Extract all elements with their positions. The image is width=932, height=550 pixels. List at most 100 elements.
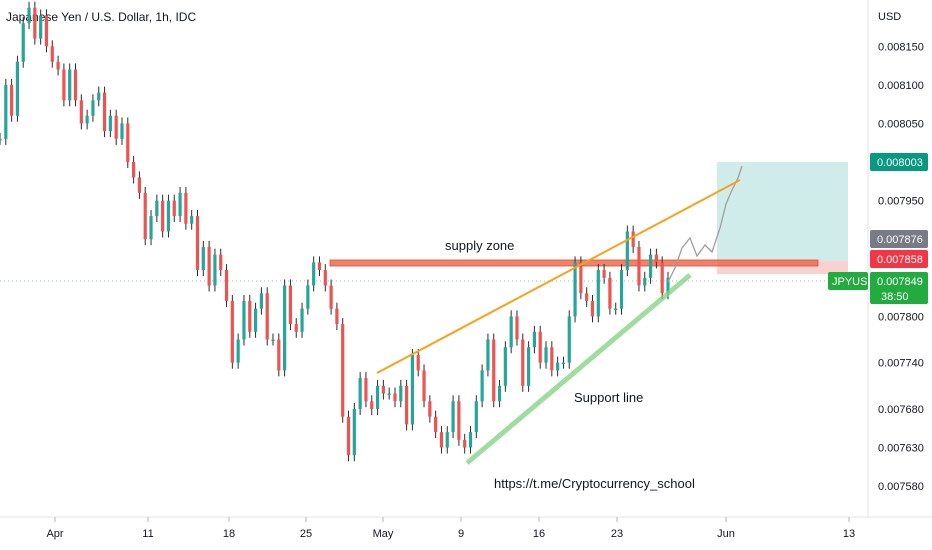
candle-body [561, 362, 566, 365]
candle-body [120, 123, 124, 139]
candle-body [393, 393, 397, 402]
candle-body [97, 92, 101, 101]
candle-body [143, 192, 147, 240]
candle-body [288, 285, 293, 325]
candle-body [294, 324, 298, 332]
candle-body [248, 300, 252, 332]
candle-body [126, 123, 130, 163]
candle-body [625, 231, 629, 271]
candle-body [219, 254, 223, 271]
x-tick-label: 11 [142, 528, 153, 540]
candle-body [259, 293, 263, 309]
candle-body [405, 385, 409, 425]
candle-body [567, 316, 571, 363]
support-trendline[interactable] [465, 273, 692, 465]
candle-body [0, 138, 2, 141]
time-axis[interactable]: Apr 11 18 25 May 9 16 23 Jun 13 [0, 516, 932, 540]
y-tick-label: 0.007680 [878, 404, 924, 416]
last-price-tag: 0.007849 38:50 [870, 272, 928, 304]
currency-label: USD [878, 11, 901, 23]
entry-price-tag: 0.007876 [870, 230, 928, 248]
link-text[interactable]: https://t.me/Cryptocurrency_school [494, 476, 695, 491]
price-axis[interactable]: USD 0.008150 0.008100 0.008050 0.007950 0.00… [867, 0, 924, 517]
candle-body [149, 216, 153, 240]
candle-body [410, 354, 415, 425]
svg-text:0.007858: 0.007858 [877, 254, 923, 266]
x-tick-label: 16 [533, 528, 545, 540]
candle-body [457, 401, 461, 440]
x-tick-label: 18 [223, 528, 235, 540]
candle-body [648, 254, 653, 278]
candle-body [381, 385, 385, 394]
candle-body [62, 69, 66, 101]
candle-body [236, 339, 240, 363]
candle-body [166, 200, 171, 232]
candle-body [172, 200, 176, 217]
candle-body [480, 370, 484, 402]
y-tick-label: 0.008150 [878, 41, 924, 53]
candle-body [161, 200, 165, 232]
price-series [0, 1, 670, 462]
candle-body [416, 354, 420, 371]
candle-body [33, 7, 37, 39]
candle-body [544, 347, 548, 363]
candle-body [515, 316, 519, 340]
candle-body [619, 270, 624, 309]
target-zone[interactable] [717, 162, 848, 261]
candle-body [643, 277, 647, 286]
projection-path [667, 165, 743, 283]
candle-body [503, 347, 507, 386]
svg-text:0.008003: 0.008003 [877, 157, 923, 169]
candle-body [468, 432, 473, 448]
candle-body [306, 285, 310, 309]
resistance-trendline[interactable] [376, 179, 741, 374]
candle-body [590, 300, 595, 317]
candle-body [27, 7, 31, 24]
candle-body [44, 15, 49, 47]
candle-body [399, 385, 403, 402]
svg-text:0.007876: 0.007876 [877, 234, 923, 246]
candle-body [50, 46, 54, 62]
candle-body [207, 246, 211, 286]
candle-body [556, 362, 560, 371]
candle-body [56, 61, 60, 70]
y-tick-label: 0.007630 [878, 443, 924, 455]
candle-body [21, 23, 25, 62]
candle-body [178, 192, 182, 217]
candle-body [637, 246, 641, 286]
candle-body [91, 100, 95, 116]
svg-text:0.007849: 0.007849 [877, 276, 923, 288]
candle-body [132, 162, 136, 178]
candle-body [631, 231, 635, 247]
candle-body [509, 316, 513, 348]
candle-body [497, 385, 502, 402]
candle-body [114, 115, 118, 139]
y-tick-label: 0.007580 [878, 481, 924, 493]
chart-title: Japanese Yen / U.S. Dollar, 1h, IDC [6, 10, 197, 24]
candle-body [445, 432, 449, 448]
candle-body [666, 277, 670, 294]
candle-body [323, 270, 327, 286]
candle-body [329, 285, 333, 309]
candle-body [4, 84, 8, 139]
candle-body [253, 308, 258, 332]
candle-body [317, 262, 322, 271]
candle-body [73, 69, 78, 101]
candle-body [79, 100, 83, 124]
candle-body [346, 416, 351, 456]
candle-body [474, 401, 478, 433]
target-price-tag: 0.008003 [870, 153, 928, 171]
candle-body [550, 347, 554, 371]
x-tick-label: 25 [300, 528, 312, 540]
candle-body [579, 262, 583, 294]
candle-body [428, 401, 432, 417]
candle-body [596, 270, 600, 317]
x-tick-label: 13 [843, 528, 855, 540]
candle-body [201, 246, 205, 271]
candle-body [451, 401, 455, 433]
candle-body [213, 254, 217, 286]
candle-body [277, 339, 281, 371]
y-tick-label: 0.008050 [878, 118, 924, 130]
candle-body [242, 300, 246, 340]
